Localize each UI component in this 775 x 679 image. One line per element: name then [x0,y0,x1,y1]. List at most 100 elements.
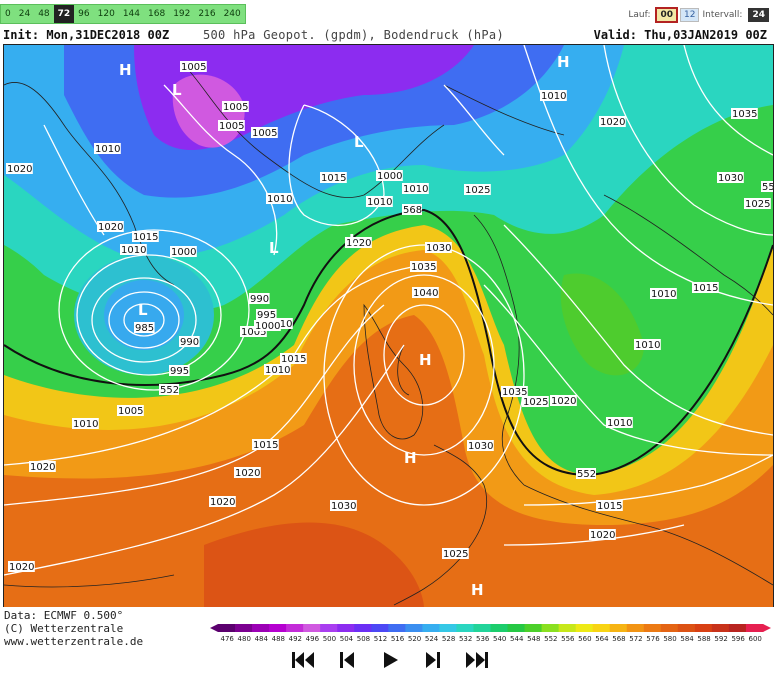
play-icon [383,652,398,668]
colorbar-segment [235,624,253,632]
colorbar-tick-label: 576 [646,635,660,643]
colorbar-segment [252,624,270,632]
isobar-label-bg [731,108,758,119]
isobar-label-bg [717,172,744,183]
isobar-label-bg [467,440,494,451]
isobar-label-bg [179,336,200,347]
low-pressure-center: L [354,133,364,151]
run-12-button[interactable]: 12 [680,8,700,22]
forecast-hour-144[interactable]: 144 [122,9,140,19]
isobar-label-bg [280,353,307,364]
forecast-hour-168[interactable]: 168 [148,9,166,19]
colorbar-tick-label: 600 [748,635,761,643]
geopot-label-bg [761,181,773,192]
forecast-hour-96[interactable]: 96 [78,9,90,19]
play-button[interactable] [377,648,402,672]
isobar-label-bg [218,120,245,131]
isobar-label: 1010 [267,194,292,205]
isobar-label-bg [234,467,261,478]
colorbar-segment [422,624,440,632]
interval-button[interactable]: 24 [748,8,769,22]
isobar-label: 1005 [181,62,206,73]
low-pressure-center: L [349,231,359,249]
geopot-label-bg [402,204,422,215]
toolbar: 0 24 48 72 96 120 144 168 192 216 240 Lauf: 00 12 … [0,0,775,26]
colorbar-segment [626,624,645,632]
isobar-label-bg [650,288,677,299]
forecast-hour-216[interactable]: 216 [198,9,216,19]
isobar-label: 1000 [255,321,280,332]
colorbar-segment [286,624,304,632]
isobar-label: 1005 [252,128,277,139]
isobar-label: 1020 [600,117,625,128]
forecast-hour-240[interactable]: 240 [223,9,241,19]
colorbar-segment [524,624,543,632]
forecast-hour-48[interactable]: 48 [38,9,50,19]
high-pressure-center: H [119,61,132,79]
colorbar-tick-label: 492 [289,635,302,643]
isobar-label: 1010 [73,419,98,430]
isobar-label-bg [330,500,357,511]
isobar-label-bg [240,326,267,337]
colorbar-tick-label: 500 [323,635,336,643]
colorbar-segment [473,624,491,632]
high-pressure-center: H [471,581,484,599]
isobar-label: 1030 [468,441,493,452]
colorbar-segment [728,624,747,632]
isobar-label: 1020 [551,396,576,407]
colorbar-tick-label: 580 [663,635,676,643]
isobar-label-bg [345,237,372,248]
weather-map: 1005 1005 1005 1005 1010 1020 1015 1010 1000 1005… [3,44,774,609]
isobar-label: 1030 [718,173,743,184]
skip-to-start-icon [292,652,314,668]
isobar-label-bg [180,61,207,72]
colorbar-segment [490,624,509,632]
forecast-hour-120[interactable]: 120 [97,9,115,19]
isobar-label-bg [252,439,279,450]
isobar-label-bg [501,386,528,397]
colorbar-segment [388,624,406,632]
isobar-label: 1010 [367,197,392,208]
isobar-label-bg [366,196,393,207]
geopot-label: 552 [762,182,773,193]
run-label: Lauf: [628,10,651,20]
first-frame-button[interactable] [290,648,316,672]
isobar-label: 1000 [377,171,402,182]
isobar-label-bg [254,320,281,331]
isobar-label-bg [249,293,270,304]
next-frame-button[interactable] [421,648,446,672]
isobar-label: 1030 [426,243,451,254]
isobar-label-bg [72,418,99,429]
forecast-hour-0[interactable]: 0 [5,9,11,19]
field-deep-orange [204,522,424,608]
colorbar-segment [507,624,526,632]
isobar-label: 1025 [523,397,548,408]
forecast-hour-72[interactable]: 72 [53,5,75,23]
isobar-label-bg [596,500,623,511]
last-frame-button[interactable] [464,648,490,672]
isobar-label-bg [589,529,616,540]
geopot-label-bg [576,468,596,479]
isobar-label-bg [442,548,469,559]
colorbar-tick-label: 552 [544,635,557,643]
run-00-button[interactable]: 00 [655,7,679,23]
forecast-hour-192[interactable]: 192 [173,9,191,19]
isobar-label-bg [251,127,278,138]
isobar-label-bg [170,246,197,257]
isobar-label: 1005 [118,406,143,417]
colorbar-tick-label: 588 [697,635,710,643]
geopot-label: 568 [403,205,422,216]
isobar-label: 1035 [502,387,527,398]
colorbar-segment [439,624,457,632]
colorbar-segment [677,624,696,632]
colorbar-tick-label: 488 [272,635,285,643]
forecast-hour-24[interactable]: 24 [18,9,31,19]
colorbar-tick-label: 520 [408,635,421,643]
isobar-label: 1010 [95,144,120,155]
colorbar-tick-label: 540 [493,635,506,643]
isobar-label: 1015 [281,354,306,365]
isobar-label: 1020 [98,222,123,233]
previous-frame-button[interactable] [334,648,359,672]
isobar-label-bg [29,461,56,472]
website-link[interactable]: www.wetterzentrale.de [4,635,144,648]
